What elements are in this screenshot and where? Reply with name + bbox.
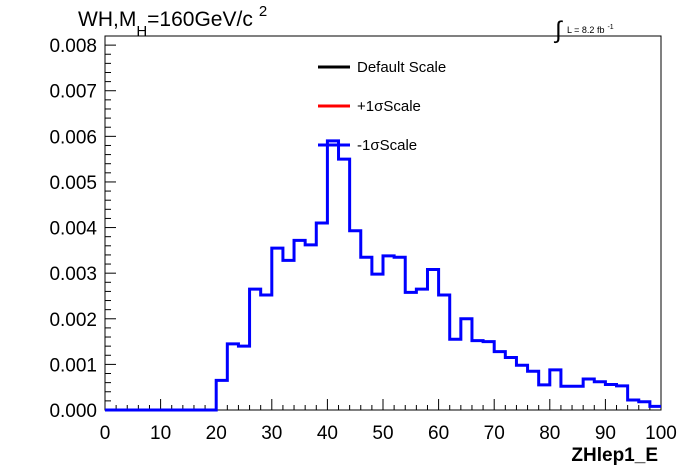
- x-tick-label: 0: [100, 423, 111, 444]
- lumi-label: L = 8.2 fb -1: [567, 24, 614, 35]
- chart-title: WH,MH=160GeV/c 2: [78, 3, 267, 40]
- y-tick-label: 0.007: [49, 82, 97, 103]
- legend-label: -1σScale: [357, 137, 417, 154]
- chart-title-subscript: H: [136, 23, 147, 40]
- x-tick-label: 50: [372, 423, 393, 444]
- x-tick-label: 80: [539, 423, 560, 444]
- legend-label: Default Scale: [357, 59, 446, 76]
- y-tick-label: 0.005: [49, 173, 97, 194]
- chart-title-prefix: WH,M: [78, 8, 136, 31]
- chart-title-rest: =160GeV/c: [147, 8, 253, 31]
- y-tick-label: 0.008: [49, 36, 97, 57]
- x-tick-label: 20: [206, 423, 227, 444]
- x-tick-label: 60: [428, 423, 449, 444]
- y-axis: 0.000 0.001 0.002 0.003 0.004 0.005 0.006 0.007…: [49, 35, 116, 422]
- chart-title-superscript: 2: [259, 3, 267, 20]
- y-tick-label: 0.001: [49, 355, 97, 376]
- lumi-text: L = 8.2 fb: [567, 25, 604, 35]
- x-tick-label: 30: [261, 423, 282, 444]
- y-tick-label: 0.003: [49, 264, 97, 285]
- y-tick-label: 0.004: [49, 219, 97, 240]
- x-axis: 0 10 20 30 40 50 60 70 80 90 100: [100, 399, 677, 444]
- y-tick-label: 0.002: [49, 310, 97, 331]
- x-tick-label: 90: [595, 423, 616, 444]
- y-tick-label: 0.000: [49, 401, 97, 422]
- x-tick-label: 10: [150, 423, 171, 444]
- plot-frame: [104, 35, 662, 411]
- histogram-series-line: [105, 139, 661, 412]
- x-tick-label: 70: [484, 423, 505, 444]
- legend: Default Scale +1σScale -1σScale: [318, 59, 446, 154]
- x-tick-label: 40: [317, 423, 338, 444]
- lumi-symbol: ∫: [553, 17, 563, 44]
- series-layer: [105, 139, 661, 412]
- x-axis-title: ZHlep1_E: [571, 445, 658, 466]
- legend-label: +1σScale: [357, 98, 421, 115]
- lumi-superscript: -1: [607, 24, 613, 31]
- y-tick-label: 0.006: [49, 127, 97, 148]
- x-tick-label: 100: [645, 423, 677, 444]
